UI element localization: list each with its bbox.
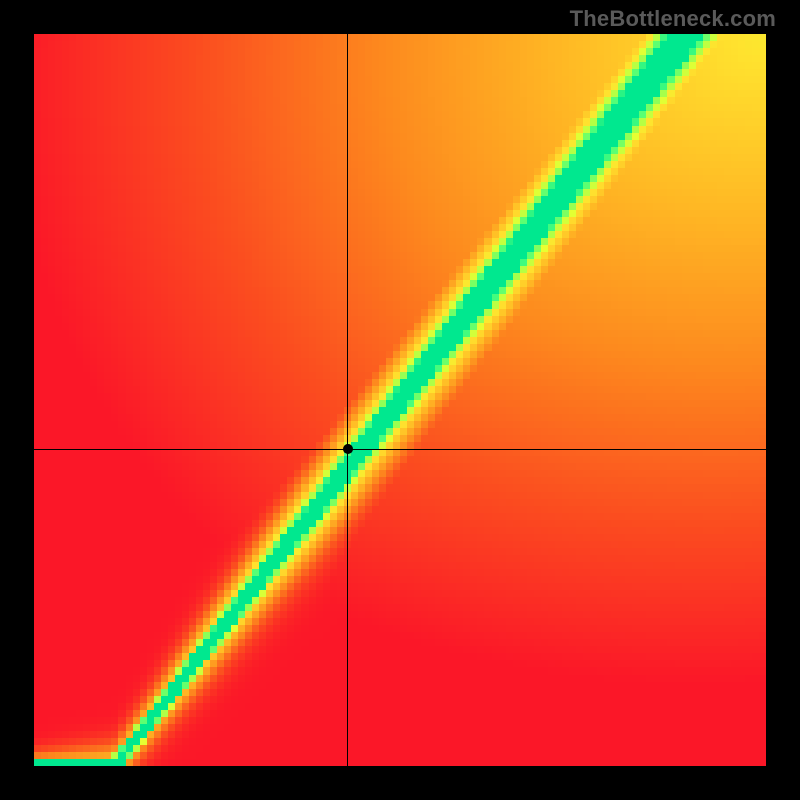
crosshair-horizontal <box>34 449 766 450</box>
crosshair-dot <box>338 439 358 459</box>
watermark-text: TheBottleneck.com <box>570 6 776 32</box>
crosshair-vertical <box>347 34 348 766</box>
bottleneck-heatmap <box>34 34 766 766</box>
